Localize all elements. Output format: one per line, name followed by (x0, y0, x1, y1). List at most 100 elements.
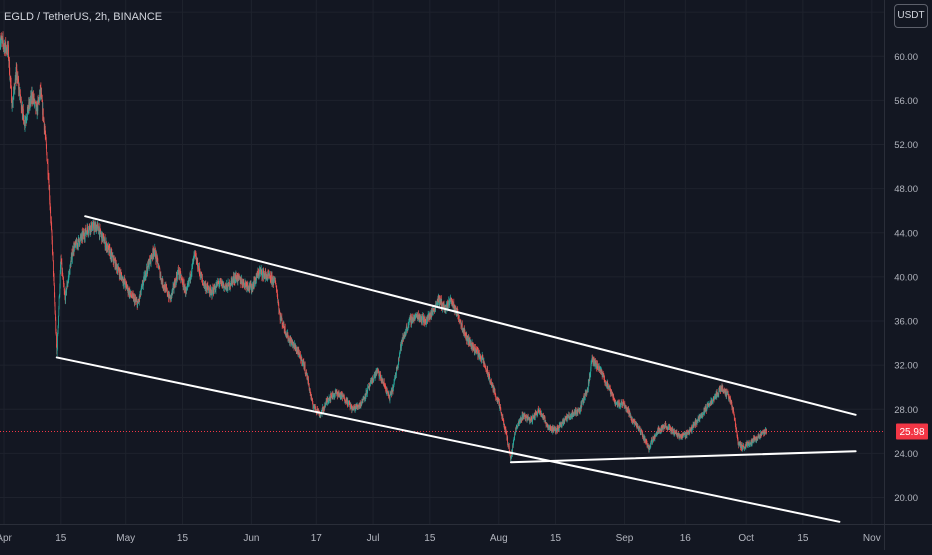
candle-body (58, 316, 59, 325)
candle-body (553, 427, 554, 432)
x-tick-label: 15 (424, 533, 436, 544)
price-axis-divider (884, 0, 885, 550)
candle-body (481, 359, 482, 361)
candle-body (678, 435, 679, 437)
x-tick-label: May (116, 533, 135, 544)
candle-body (254, 282, 255, 286)
candle-body (13, 98, 14, 102)
candle-body (599, 367, 600, 370)
candle-body (766, 429, 767, 433)
candle-body (373, 377, 374, 381)
candle-body (378, 370, 379, 371)
candle-body (734, 415, 735, 419)
y-tick-label: 28.00 (894, 405, 918, 416)
y-tick-label: 24.00 (894, 449, 918, 460)
candle-body (325, 405, 326, 407)
candle-body (495, 394, 496, 398)
candle-body (347, 399, 348, 404)
candle-body (212, 294, 213, 295)
candle-body (478, 350, 479, 354)
candle-body (574, 411, 575, 414)
candle-body (248, 286, 249, 289)
candle-body (298, 350, 299, 351)
candle-body (23, 115, 24, 124)
candle-body (305, 365, 306, 373)
time-axis-divider (0, 524, 932, 525)
candle-body (161, 274, 162, 279)
candle-body (650, 442, 651, 445)
candle-body (157, 259, 158, 263)
candle-body (551, 428, 552, 431)
x-tick-label: Sep (616, 533, 634, 544)
y-tick-label: 40.00 (894, 272, 918, 283)
candle-body (118, 267, 119, 269)
candle-body (57, 336, 58, 349)
y-tick-label: 56.00 (894, 96, 918, 107)
candle-body (98, 225, 99, 230)
candle-body (754, 439, 755, 441)
candle-body (509, 446, 510, 450)
candle-body (91, 223, 92, 230)
y-tick-label: 52.00 (894, 140, 918, 151)
upper-channel-line (85, 216, 855, 415)
candle-body (624, 403, 625, 404)
y-tick-label: 60.00 (894, 52, 918, 63)
candle-body (25, 120, 26, 123)
x-tick-label: 15 (177, 533, 189, 544)
candle-body (575, 410, 576, 413)
candle-body (514, 438, 515, 441)
candle-body (46, 146, 47, 152)
candle-body (202, 278, 203, 281)
candle-body (458, 315, 459, 318)
candle-body (144, 275, 145, 280)
candle-body (243, 279, 244, 284)
candle-body (195, 252, 196, 254)
candle-body (622, 401, 623, 405)
candle-body (301, 357, 302, 364)
candle-body (692, 429, 693, 430)
candle-body (53, 252, 54, 260)
y-tick-label: 36.00 (894, 317, 918, 328)
x-tick-label: Apr (0, 533, 13, 544)
candle-body (79, 238, 80, 241)
y-tick-label: 44.00 (894, 228, 918, 239)
y-tick-label: 48.00 (894, 184, 918, 195)
x-tick-label: 15 (55, 533, 67, 544)
candle-body (56, 334, 57, 345)
x-tick-label: 16 (680, 533, 692, 544)
candle-body (231, 280, 232, 281)
candle-body (706, 407, 707, 408)
currency-button[interactable]: USDT (894, 4, 928, 28)
candle-body (448, 302, 449, 307)
support-line (511, 451, 856, 462)
symbol-title: EGLD / TetherUS, 2h, BINANCE (4, 11, 162, 23)
candle-body (753, 440, 754, 442)
candle-body (715, 395, 716, 398)
candle-body (288, 333, 289, 339)
candle-body (450, 301, 451, 302)
candle-body (308, 380, 309, 384)
x-tick-label: 15 (550, 533, 562, 544)
x-tick-label: 15 (797, 533, 809, 544)
candle-body (72, 255, 73, 259)
candle-body (167, 289, 168, 294)
candle-body (66, 289, 67, 293)
candle-body (612, 392, 613, 396)
candle-body (331, 395, 332, 396)
x-tick-label: 17 (311, 533, 323, 544)
candle-body (387, 390, 388, 393)
x-tick-label: Nov (863, 533, 881, 544)
candle-body (23, 109, 24, 115)
candle-body (35, 101, 36, 102)
candle-body (507, 437, 508, 442)
candle-body (94, 226, 95, 231)
candle-body (618, 402, 619, 405)
x-tick-label: Oct (738, 533, 754, 544)
candle-body (301, 359, 302, 361)
x-tick-label: Jul (367, 533, 380, 544)
candle-body (306, 372, 307, 378)
candle-body (60, 274, 61, 286)
x-tick-label: Jun (243, 533, 259, 544)
